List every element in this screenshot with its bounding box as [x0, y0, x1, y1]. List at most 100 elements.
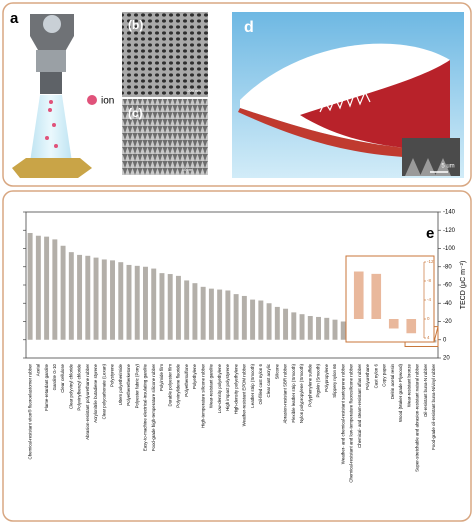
x-tick-label: Wear-resistant garolite — [209, 363, 214, 408]
bar — [283, 308, 289, 340]
bar — [93, 257, 99, 340]
panel-label: a — [10, 10, 19, 27]
bar — [258, 300, 264, 340]
panel-d: d 5 um — [232, 12, 464, 178]
bar — [101, 259, 107, 340]
x-tick-label: Polypropylene — [324, 363, 329, 391]
y-tick-label: 20 — [443, 356, 450, 362]
bar — [250, 299, 256, 340]
bar — [241, 295, 247, 340]
inset-tick-label: -4 — [427, 297, 431, 302]
x-tick-label: Polyvinylbenzyl chloride — [77, 363, 82, 410]
y-tick-label: -100 — [443, 246, 456, 252]
x-tick-label: Silicone — [274, 363, 279, 379]
x-tick-label: Acetal — [36, 364, 41, 376]
bar — [192, 283, 198, 340]
bar — [167, 274, 173, 340]
bar — [316, 316, 321, 340]
x-tick-label: High-density polyethylene — [233, 363, 238, 414]
bar — [126, 264, 132, 340]
scale-label: 10μm — [182, 167, 193, 172]
x-tick-label: Ultem polyetherimide — [118, 363, 123, 405]
x-tick-label: Polyethersulfone — [184, 363, 189, 396]
x-tick-label: Clear polycarbonate (Lexan) — [101, 363, 106, 419]
x-tick-label: Flexible leather strip (Smooth) — [291, 363, 296, 422]
x-tick-label: High-temperature silicone rubber — [200, 363, 205, 427]
x-tick-label: Clear polyvinyl chloride — [68, 363, 73, 409]
bar — [44, 236, 50, 340]
panel-label: d — [244, 19, 254, 36]
bar — [52, 239, 58, 340]
x-tick-label: Nylon polypropylene (Smooth) — [299, 363, 304, 423]
inset-tick-label: -8 — [427, 278, 431, 283]
bar — [208, 288, 214, 340]
x-tick-label: Polyurethane — [365, 363, 370, 389]
connector — [433, 326, 439, 343]
inset-tick-label: 0 — [427, 316, 430, 321]
bar — [184, 280, 190, 340]
x-tick-label: Garolite G-10 — [52, 363, 57, 390]
x-tick-label: Easy-to-machine electrical-insulating ga… — [143, 363, 148, 451]
bar — [225, 290, 231, 340]
bar — [340, 321, 346, 340]
bar — [217, 289, 223, 340]
x-tick-label: Polyetheretherketone — [126, 363, 131, 405]
x-tick-label: Abrasion-resistant SBR rubber — [283, 363, 288, 423]
bottom-frame — [2, 190, 472, 522]
bar — [291, 312, 297, 340]
x-tick-label: Oil-filled cast nylon 6 — [258, 363, 263, 404]
x-tick-label: Food-grade high-temperature silicone rub… — [151, 363, 156, 451]
x-tick-label: Weather-resistant EPDM rubber — [242, 363, 247, 426]
x-tick-label: Cast nylon 6 — [373, 363, 378, 388]
x-tick-label: Low-density polyethylene — [217, 363, 222, 413]
panel-label: (c) — [128, 106, 143, 120]
x-tick-label: Weather- and chemical-resistant santopre… — [340, 363, 345, 464]
x-tick-label: Food-grade oil-resistant buna-N/vinyl ru… — [431, 363, 436, 449]
x-tick-label: Polyethylene — [192, 363, 197, 389]
x-tick-label: Clear cellulose — [60, 363, 65, 392]
y-axis-title: TECD (μC m⁻²) — [460, 261, 467, 310]
bar — [353, 271, 364, 319]
y-tick-label: -40 — [443, 301, 452, 307]
scale-label: 5 um — [441, 164, 454, 170]
bar — [200, 286, 206, 340]
bar — [233, 294, 239, 340]
x-tick-label: Super-stretchable and abrasion-resistant… — [415, 363, 420, 471]
x-tick-label: Polyimide film — [159, 364, 164, 391]
y-tick-label: -20 — [443, 319, 452, 325]
x-tick-label: High impact polystyrene — [225, 363, 230, 410]
x-tick-label: Oil-resistant buna-N rubber — [423, 363, 428, 416]
bar — [159, 273, 165, 340]
panel-a: a ion — [10, 10, 114, 178]
bar — [175, 275, 181, 340]
inset-tick-label: -12 — [427, 259, 434, 264]
bar — [332, 319, 338, 340]
bar — [266, 303, 272, 340]
bar — [110, 260, 115, 340]
y-tick-label: -60 — [443, 283, 452, 289]
bar — [35, 235, 41, 340]
x-tick-label: Delrin acetal resin — [390, 363, 395, 399]
x-tick-label: Clear cast acrylic — [266, 363, 271, 397]
bar — [406, 319, 417, 334]
x-tick-label: Durable polyester film — [167, 364, 172, 407]
y-tick-label: -140 — [443, 210, 456, 216]
x-tick-label: Flame-retardant garolite — [44, 363, 49, 410]
y-tick-label: -120 — [443, 228, 456, 234]
x-tick-label: Pigskin (Smooth) — [316, 363, 321, 397]
panel-label: e — [426, 225, 434, 242]
bar — [371, 273, 382, 319]
y-tick-label: -80 — [443, 264, 452, 270]
x-tick-label: Chemical- and steam-resistant aflas rubb… — [357, 363, 362, 447]
y-tick-label: 0 — [443, 337, 447, 343]
bar — [68, 252, 74, 340]
x-tick-label: Polystyrene — [110, 363, 115, 386]
x-tick-label: Slippery nylon 66 — [332, 363, 337, 397]
bar — [151, 268, 157, 340]
bar — [388, 319, 399, 329]
scale-label: 200 nm — [187, 88, 201, 93]
bar — [60, 245, 66, 340]
x-tick-label: Abrasion-resistant polyurethane rubber — [85, 363, 90, 439]
